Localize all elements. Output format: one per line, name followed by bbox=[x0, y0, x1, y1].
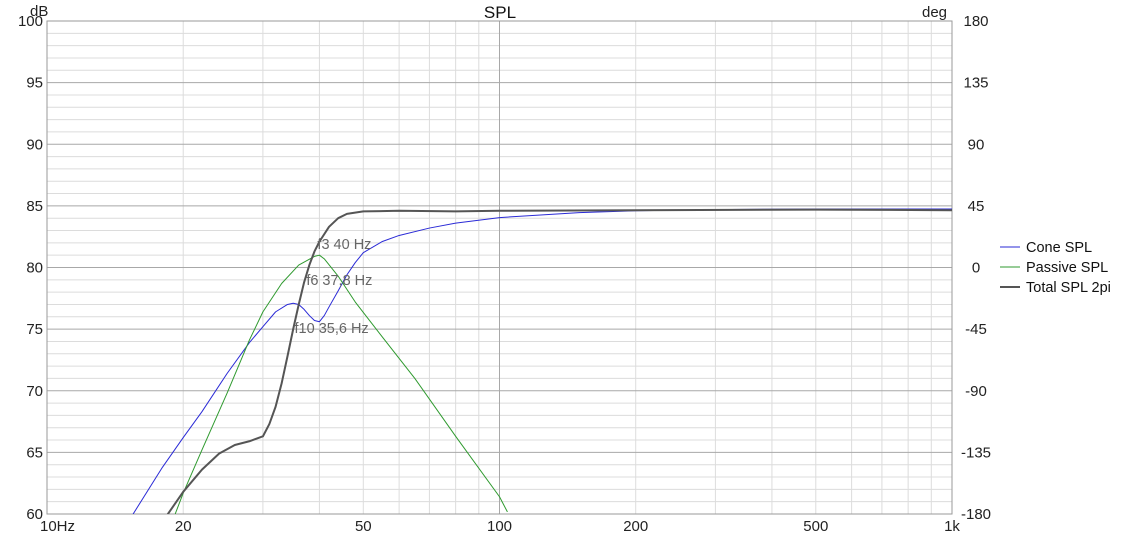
legend-label: Cone SPL bbox=[1026, 240, 1092, 256]
y2-tick-label: -180 bbox=[961, 506, 991, 523]
y-tick-label: 95 bbox=[26, 75, 43, 92]
series-line-cone-spl bbox=[132, 208, 952, 514]
y-tick-label: 70 bbox=[26, 383, 43, 400]
y2-tick-label: -135 bbox=[961, 444, 991, 461]
y2-tick-label: -45 bbox=[965, 321, 987, 338]
frequency-annotation: f10 35,6 Hz bbox=[295, 321, 369, 337]
y-tick-label: 65 bbox=[26, 444, 43, 461]
x-tick-label: 20 bbox=[175, 518, 192, 535]
y-tick-label: 85 bbox=[26, 198, 43, 215]
x-tick-label: 100 bbox=[487, 518, 512, 535]
y-tick-label: 60 bbox=[26, 506, 43, 523]
x-tick-labels: 10Hz 20 50 100 200 500 1k bbox=[40, 518, 960, 535]
y2-tick-label: 180 bbox=[963, 13, 988, 30]
series-line-total-spl-2pi bbox=[166, 208, 952, 514]
series-layer bbox=[132, 208, 952, 514]
x-tick-label: 1k bbox=[944, 518, 960, 535]
y-tick-label: 80 bbox=[26, 260, 43, 277]
plot-frame bbox=[46, 20, 953, 515]
left-axis-unit-label: dB bbox=[30, 3, 48, 20]
y2-tick-label: -90 bbox=[965, 383, 987, 400]
x-tick-label: 50 bbox=[355, 518, 372, 535]
legend: Cone SPL Passive SPL Total SPL 2pi bbox=[1000, 240, 1111, 296]
series-line-passive-spl bbox=[174, 254, 508, 514]
x-tick-label: 500 bbox=[803, 518, 828, 535]
y2-tick-label: 135 bbox=[963, 75, 988, 92]
left-y-tick-labels: 100 95 90 85 80 75 70 65 60 bbox=[18, 13, 43, 523]
y2-tick-label: 0 bbox=[972, 260, 980, 277]
y2-tick-label: 90 bbox=[968, 136, 985, 153]
y-tick-label: 75 bbox=[26, 321, 43, 338]
y-tick-label: 100 bbox=[18, 13, 43, 30]
right-y-tick-labels: 180 135 90 45 0 -45 -90 -135 -180 bbox=[961, 13, 991, 523]
x-tick-label: 10Hz bbox=[40, 518, 75, 535]
y-tick-label: 90 bbox=[26, 136, 43, 153]
legend-label: Total SPL 2pi bbox=[1026, 280, 1111, 296]
frequency-annotation: f3 40 Hz bbox=[317, 237, 371, 253]
y2-tick-label: 45 bbox=[968, 198, 985, 215]
legend-label: Passive SPL bbox=[1026, 260, 1108, 276]
chart-title: SPL bbox=[484, 3, 516, 22]
x-tick-label: 200 bbox=[623, 518, 648, 535]
frequency-annotation: f6 37,8 Hz bbox=[306, 273, 372, 289]
annotation-layer: f3 40 Hz f6 37,8 Hz f10 35,6 Hz bbox=[295, 237, 373, 337]
right-axis-unit-label: deg bbox=[922, 4, 947, 21]
